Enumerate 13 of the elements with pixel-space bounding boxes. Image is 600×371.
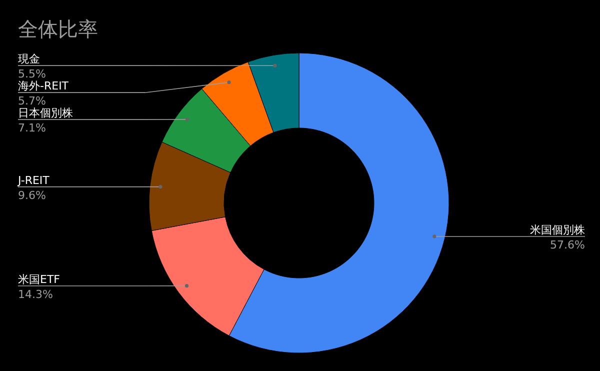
slice-label: 米国ETF — [18, 272, 60, 286]
data-label: 57.6% — [550, 238, 585, 252]
slice-label: 現金 — [18, 52, 40, 66]
chart-title: 全体比率 — [18, 17, 98, 41]
data-label: 7.1% — [18, 122, 46, 135]
slice-label: 米国個別株 — [530, 223, 585, 236]
data-label: 5.7% — [18, 94, 46, 108]
data-label: 14.3% — [18, 288, 53, 301]
slice-label: J-REIT — [17, 174, 50, 187]
data-label: 5.5% — [18, 68, 46, 81]
slice-label: 日本個別株 — [18, 106, 73, 120]
slice-label: 海外-REIT — [18, 80, 69, 93]
data-label: 9.6% — [18, 188, 46, 202]
